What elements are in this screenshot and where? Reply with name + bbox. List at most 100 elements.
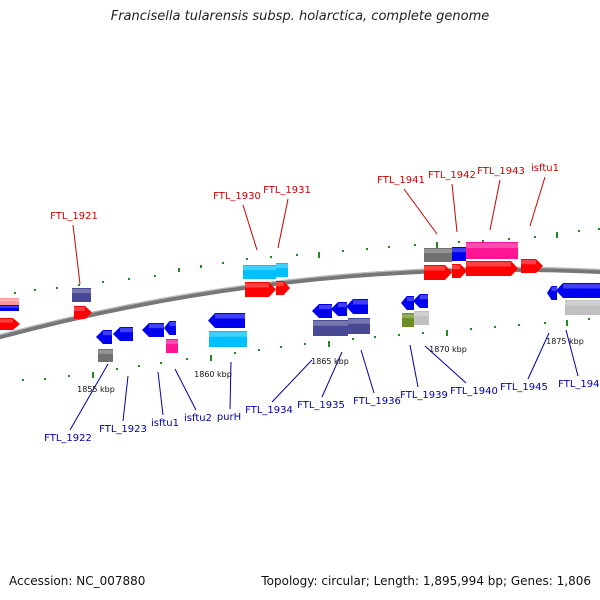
gene-isftu1-lower [142, 323, 164, 337]
gene-ftl-1941-gray [424, 248, 452, 262]
upper-scale-tick [508, 238, 510, 240]
lower-scale-tick [518, 324, 520, 326]
gene-purh-blue [208, 313, 245, 328]
lower-scale-tick [398, 334, 400, 336]
upper-scale-tick [556, 232, 558, 238]
gene-ftl-1936-blue-shine [353, 300, 368, 305]
lower-scale-tick [280, 346, 282, 348]
gene-ftl-1934-shine [313, 321, 348, 326]
kbp-scale-label: 1865 kbp [311, 357, 349, 366]
lower-gene-label: FTL_1935 [297, 400, 345, 411]
gene-ftl-1936 [348, 318, 370, 334]
gene-purh-shine [209, 332, 247, 337]
upper-scale-tick [200, 265, 202, 268]
gene-ftl-1936-blue [346, 299, 368, 314]
gene-ftl-1941 [424, 265, 452, 280]
gene-ftl-1946-blue-shine [563, 284, 600, 289]
lower-gene-label: FTL_1934 [245, 405, 293, 416]
upper-scale-tick [246, 258, 248, 260]
gene-ftl-1931 [276, 281, 290, 295]
lower-scale-tick [446, 330, 448, 336]
lower-scale-tick [494, 326, 496, 328]
upper-scale-tick [222, 262, 224, 264]
upper-label-leader [403, 188, 438, 235]
gene-ftl-1941-shine [424, 266, 445, 271]
gene-ftl-1946-blue [556, 283, 600, 298]
upper-label-leader [72, 224, 81, 285]
lower-gene-label: FTL_1939 [400, 390, 448, 401]
gene-ftl-1922 [96, 330, 112, 344]
gene-ftl-1921-shine [74, 307, 85, 311]
gene-ftl-1935-blue-shine [338, 303, 347, 308]
gene-ftl-1942-blue [452, 247, 466, 261]
upper-scale-tick [128, 278, 130, 280]
upper-scale-tick [296, 254, 298, 256]
upper-scale-tick [388, 246, 390, 248]
lower-scale-tick [138, 365, 140, 367]
upper-scale-tick [34, 289, 36, 291]
gene-ftl-1942-blue-shine [452, 248, 466, 253]
lower-scale-tick [92, 372, 94, 378]
upper-scale-tick [154, 275, 156, 277]
gene-purh [209, 331, 247, 347]
lower-scale-tick [588, 318, 590, 320]
gene-ftl-1939 [402, 313, 414, 327]
upper-scale-tick [14, 292, 16, 294]
gene-isftu1-upper [521, 259, 543, 273]
gene-ftl-1934-blue [312, 304, 332, 318]
gene-ftl-1945-blue-shine [551, 287, 557, 292]
upper-gene-label: FTL_1921 [50, 211, 98, 222]
upper-scale-tick [366, 248, 368, 250]
gene-ftl-1939-blue [401, 296, 414, 310]
lower-scale-tick [186, 358, 188, 360]
upper-gene-label: FTL_1931 [263, 185, 311, 196]
gene-ftl-1943 [466, 261, 518, 276]
gene-ftl-1939-shine [402, 314, 414, 319]
lower-label-leader [271, 359, 313, 403]
gene-ftl-1930-shine [245, 283, 269, 288]
gene-ftl-1940-blue [413, 294, 428, 308]
lower-scale-tick [44, 378, 46, 380]
lower-gene-label: isftu2 [184, 413, 212, 424]
gene-ftl-1940-blue-shine [419, 295, 428, 300]
upper-label-leader [529, 176, 546, 227]
gene-ftl-1934 [313, 320, 348, 336]
upper-scale-tick [270, 256, 272, 258]
lower-scale-tick [304, 343, 306, 345]
gene-isftu2-blue-shine [169, 322, 176, 327]
gene-ftl-1921-upper-shine [72, 289, 91, 294]
upper-scale-tick [56, 287, 58, 289]
lower-label-leader [565, 329, 579, 377]
gene-edge-red [0, 318, 20, 330]
gene-ftl-1922-gray-shine [98, 350, 113, 354]
gene-isftu2-shine [166, 340, 178, 345]
lower-scale-tick [422, 332, 424, 334]
lower-gene-label: purH [217, 412, 241, 423]
upper-scale-tick [414, 244, 416, 246]
gene-edge-pink [0, 298, 19, 305]
lower-scale-tick [328, 341, 330, 347]
lower-label-leader [122, 375, 129, 422]
gene-ftl-1930-cyan [243, 265, 276, 279]
upper-label-leader [451, 183, 458, 233]
upper-gene-label: isftu1 [531, 163, 559, 174]
lower-gene-label: FTL_1923 [99, 424, 147, 435]
lower-scale-tick [352, 338, 354, 340]
lower-scale-tick [234, 352, 236, 354]
gene-ftl-1935-blue [331, 302, 347, 316]
lower-gene-label: FTL_1946 [558, 379, 600, 390]
upper-scale-tick [178, 268, 180, 272]
upper-scale-tick [598, 228, 600, 230]
gene-ftl-1923-shine [120, 328, 133, 333]
lower-label-leader [69, 363, 109, 431]
gene-ftl-1940 [414, 311, 429, 325]
gene-ftl-1941-gray-shine [424, 249, 452, 254]
gene-ftl-1934-blue-shine [319, 305, 332, 310]
lower-label-leader [424, 345, 467, 384]
gene-isftu2 [166, 339, 178, 353]
lower-label-leader [174, 368, 197, 411]
gene-ftl-1921-upper [72, 288, 91, 302]
gene-isftu2-blue [164, 321, 176, 335]
upper-gene-label: FTL_1930 [213, 191, 261, 202]
